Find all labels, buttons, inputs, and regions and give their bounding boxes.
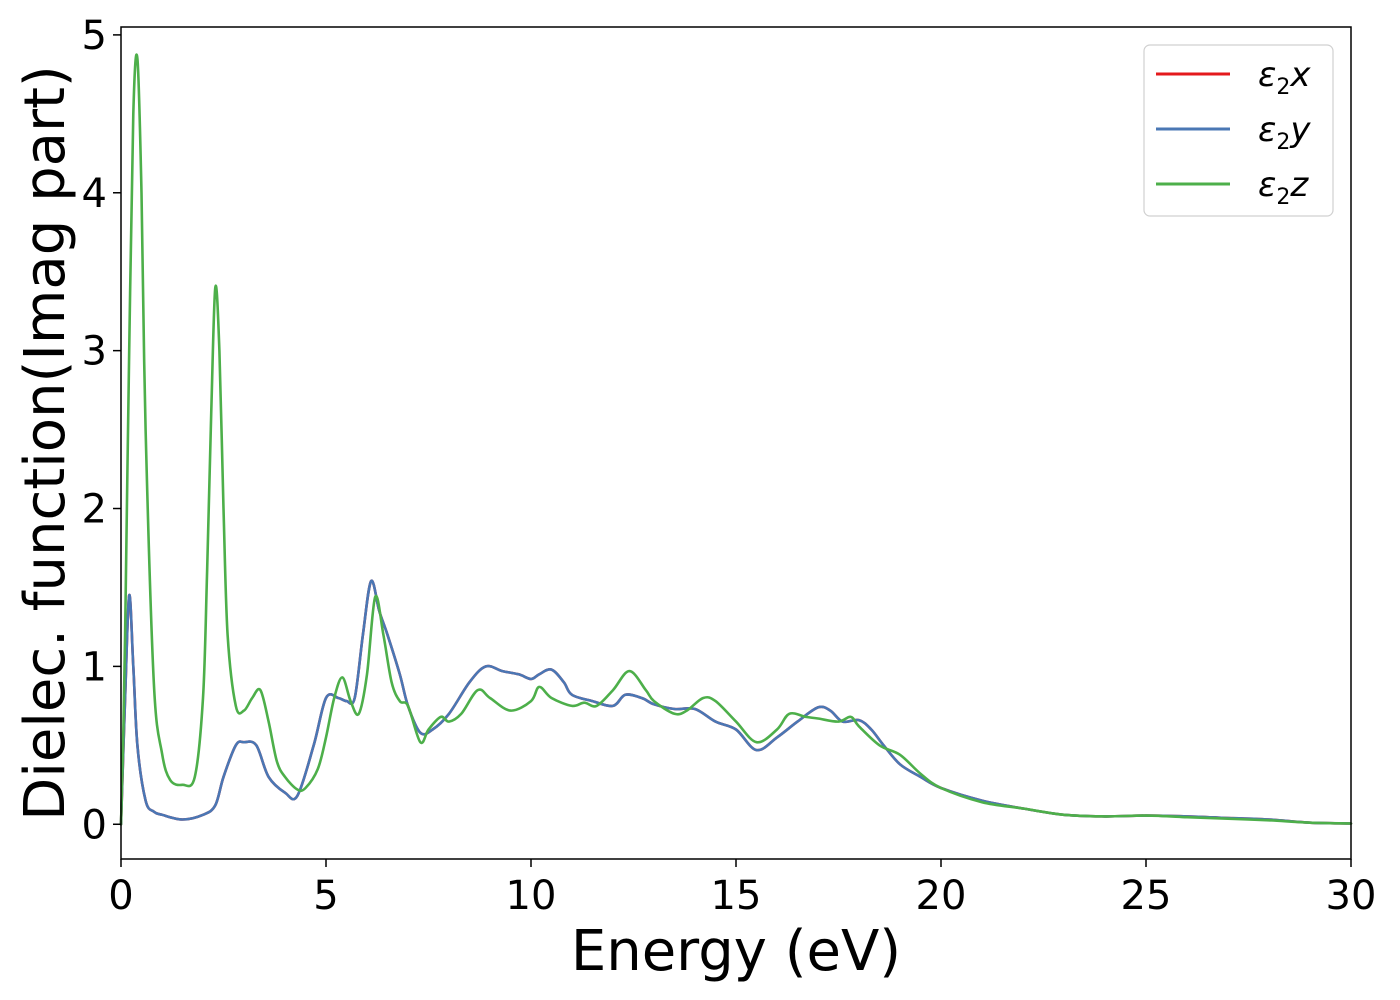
- x-tick-label: 10: [506, 873, 557, 919]
- y-tick-label: 2: [82, 487, 107, 533]
- legend-label-y: ε2y: [1258, 110, 1311, 155]
- y-tick-label: 4: [82, 171, 107, 217]
- x-tick-label: 0: [108, 873, 133, 919]
- series-line-z: [119, 53, 1353, 826]
- y-tick-label: 3: [82, 329, 107, 375]
- legend-label-z: ε2z: [1258, 165, 1309, 210]
- x-tick-label: 20: [916, 873, 967, 919]
- series-line-y: [119, 579, 1353, 826]
- x-axis: 0 5 10 15 20 25 30: [108, 859, 1376, 919]
- plot-lines: [119, 53, 1353, 826]
- legend: ε2x ε2y ε2z: [1143, 44, 1334, 217]
- x-tick-label: 30: [1326, 873, 1377, 919]
- x-axis-label: Energy (eV): [571, 919, 901, 984]
- x-tick-label: 5: [313, 873, 338, 919]
- x-tick-label: 15: [711, 873, 762, 919]
- legend-box: [1143, 44, 1334, 217]
- x-tick-label: 25: [1121, 873, 1172, 919]
- y-axis-label: Dielec. function(Imag part): [13, 65, 78, 821]
- y-tick-label: 5: [82, 13, 107, 59]
- y-tick-label: 1: [82, 644, 107, 690]
- legend-label-x: ε2x: [1258, 55, 1311, 100]
- y-axis: 0 1 2 3 4 5: [82, 13, 121, 848]
- y-tick-label: 0: [82, 802, 107, 848]
